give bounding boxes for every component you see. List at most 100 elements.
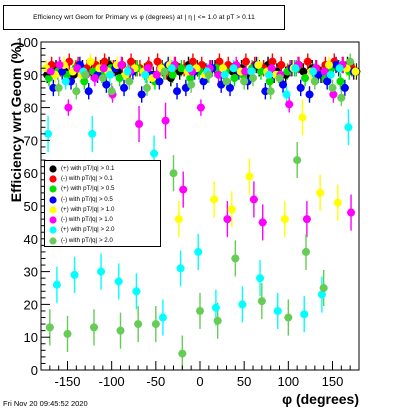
data-point bbox=[54, 83, 63, 92]
data-point bbox=[275, 74, 284, 83]
data-point bbox=[222, 77, 231, 86]
data-point bbox=[80, 77, 89, 86]
data-point bbox=[249, 195, 258, 204]
data-point bbox=[84, 87, 93, 96]
data-point bbox=[70, 270, 79, 279]
data-point bbox=[186, 74, 195, 83]
y-tick-label: 80 bbox=[24, 101, 38, 116]
data-point bbox=[319, 284, 328, 292]
data-point bbox=[45, 323, 54, 332]
data-point bbox=[309, 67, 318, 76]
data-point bbox=[100, 57, 109, 66]
x-tick-label: 0 bbox=[196, 374, 203, 389]
data-point bbox=[254, 60, 263, 69]
data-point bbox=[305, 90, 314, 99]
data-point bbox=[152, 70, 161, 79]
data-point bbox=[333, 198, 342, 207]
legend-marker-icon bbox=[47, 215, 58, 224]
data-point bbox=[114, 277, 123, 286]
timestamp: Fri Nov 20 09:45:52 2020 bbox=[3, 399, 88, 408]
data-point bbox=[285, 100, 294, 109]
data-point bbox=[73, 64, 82, 73]
y-tick-label: 40 bbox=[24, 232, 38, 247]
data-point bbox=[161, 116, 170, 125]
data-point bbox=[72, 87, 81, 96]
data-point bbox=[90, 323, 98, 332]
data-point bbox=[143, 83, 151, 92]
x-tick-label: -150 bbox=[54, 374, 80, 389]
data-point bbox=[324, 60, 333, 69]
data-point bbox=[267, 64, 276, 73]
data-point bbox=[52, 280, 61, 289]
data-point bbox=[282, 90, 291, 99]
legend: (+) with pT/|q| > 0.1 (-) with pT/|q| > 0… bbox=[44, 160, 161, 247]
legend-label: (-) with pT/|q| > 2.0 bbox=[61, 236, 113, 244]
data-point bbox=[88, 129, 97, 138]
data-point bbox=[169, 169, 178, 178]
data-point bbox=[344, 123, 353, 132]
data-point bbox=[81, 70, 90, 79]
y-axis-label: Efficiency wrt Geom (%) bbox=[8, 42, 24, 202]
x-tick-label: 50 bbox=[237, 374, 251, 389]
data-point bbox=[256, 274, 265, 283]
data-point bbox=[160, 67, 169, 76]
data-point bbox=[46, 67, 55, 76]
y-tick-label: 90 bbox=[24, 68, 38, 83]
data-point bbox=[265, 77, 274, 86]
data-point bbox=[277, 60, 286, 69]
data-point bbox=[98, 74, 107, 83]
data-point bbox=[320, 67, 329, 76]
data-point bbox=[210, 195, 219, 204]
data-point bbox=[230, 74, 239, 83]
data-point bbox=[214, 70, 223, 79]
data-point bbox=[316, 188, 325, 197]
data-point bbox=[204, 70, 213, 79]
data-point bbox=[167, 64, 176, 73]
legend-marker-icon bbox=[47, 236, 58, 245]
data-point bbox=[303, 57, 312, 66]
legend-marker-icon bbox=[47, 184, 58, 193]
data-point bbox=[264, 70, 273, 79]
data-point bbox=[125, 77, 134, 86]
data-point bbox=[273, 306, 282, 315]
data-point bbox=[302, 247, 310, 256]
data-point bbox=[298, 113, 307, 122]
data-point bbox=[63, 329, 72, 338]
data-point bbox=[323, 77, 332, 86]
legend-entry: (+) with pT/|q| > 1.0 bbox=[47, 204, 160, 214]
data-point bbox=[302, 215, 311, 224]
data-point bbox=[301, 74, 310, 83]
data-point bbox=[300, 310, 309, 319]
y-tick-label: 70 bbox=[24, 133, 38, 148]
data-point bbox=[141, 70, 150, 79]
data-point bbox=[61, 77, 70, 86]
data-point bbox=[102, 80, 111, 89]
data-point bbox=[266, 87, 275, 96]
legend-label: (+) with pT/|q| > 2.0 bbox=[61, 226, 115, 234]
data-point bbox=[280, 215, 289, 224]
data-point bbox=[155, 77, 164, 86]
data-point bbox=[291, 64, 300, 73]
data-point bbox=[173, 87, 182, 96]
y-tick-label: 10 bbox=[24, 330, 38, 345]
chart-title: Efficiency wrt Geom for Primary vs φ (de… bbox=[33, 14, 255, 21]
data-point bbox=[346, 57, 355, 66]
legend-entry: (-) with pT/|q| > 0.1 bbox=[47, 173, 160, 183]
data-point bbox=[299, 67, 308, 76]
data-point bbox=[134, 320, 143, 329]
legend-label: (+) with pT/|q| > 0.1 bbox=[61, 164, 115, 172]
data-point bbox=[196, 306, 204, 315]
x-tick-label: 150 bbox=[322, 374, 344, 389]
data-point bbox=[55, 60, 64, 69]
data-point bbox=[258, 218, 267, 227]
y-tick-label: 30 bbox=[24, 265, 38, 280]
data-point bbox=[116, 326, 125, 335]
data-point bbox=[296, 83, 305, 92]
data-point bbox=[90, 74, 99, 83]
data-point bbox=[229, 64, 238, 73]
data-point bbox=[86, 57, 95, 66]
data-point bbox=[158, 313, 167, 322]
data-point bbox=[329, 90, 338, 99]
data-point bbox=[226, 83, 235, 92]
data-point bbox=[64, 103, 73, 112]
